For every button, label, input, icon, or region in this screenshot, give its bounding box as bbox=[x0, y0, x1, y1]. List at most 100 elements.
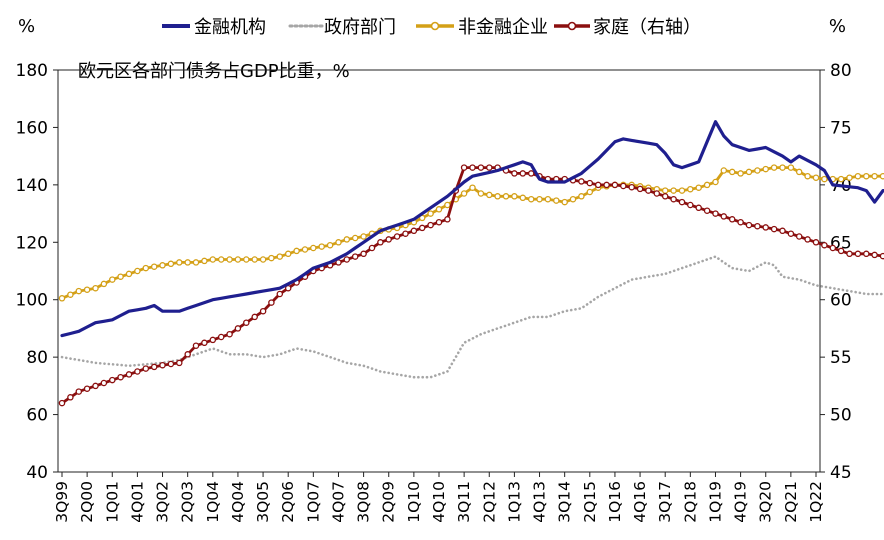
data-point bbox=[486, 191, 493, 199]
data-point bbox=[393, 233, 401, 240]
data-point bbox=[159, 262, 166, 269]
data-point bbox=[770, 164, 778, 171]
data-point bbox=[427, 221, 434, 229]
data-point bbox=[268, 299, 275, 306]
data-point bbox=[745, 168, 753, 176]
data-point bbox=[284, 250, 292, 258]
data-point bbox=[75, 388, 83, 395]
data-point bbox=[100, 379, 108, 387]
data-point bbox=[653, 190, 661, 197]
data-point bbox=[863, 172, 870, 180]
legend-label-financial: 金融机构 bbox=[194, 17, 266, 38]
series-1 bbox=[60, 255, 884, 379]
left-tick-label: 120 bbox=[16, 233, 48, 253]
x-tick-label: 4Q07 bbox=[329, 481, 347, 523]
data-point bbox=[712, 210, 719, 217]
legend-marker-nonfinancial bbox=[430, 21, 440, 31]
data-point bbox=[58, 399, 66, 407]
data-point bbox=[695, 184, 702, 191]
data-point bbox=[854, 250, 862, 258]
data-point bbox=[385, 236, 392, 243]
data-point bbox=[486, 164, 493, 171]
data-point bbox=[184, 259, 191, 266]
data-point bbox=[117, 373, 124, 381]
data-point bbox=[234, 325, 242, 332]
data-point bbox=[661, 187, 669, 194]
data-point bbox=[100, 280, 108, 288]
data-point bbox=[804, 172, 811, 180]
left-axis-unit: % bbox=[18, 16, 35, 37]
data-point bbox=[192, 342, 200, 349]
right-tick-label: 80 bbox=[830, 61, 852, 81]
data-point bbox=[125, 371, 133, 378]
data-point bbox=[176, 259, 183, 266]
data-point bbox=[268, 254, 275, 262]
data-point bbox=[134, 267, 141, 275]
data-point bbox=[176, 359, 183, 367]
data-point bbox=[368, 244, 376, 252]
x-tick-label: 1Q10 bbox=[405, 481, 423, 523]
data-point bbox=[360, 250, 367, 258]
data-point bbox=[150, 263, 158, 270]
data-point bbox=[58, 295, 66, 302]
legend-label-household: 家庭（右轴） bbox=[593, 17, 701, 38]
data-point bbox=[226, 330, 233, 338]
x-tick-label: 1Q19 bbox=[706, 481, 724, 523]
data-point bbox=[293, 247, 300, 255]
series-2 bbox=[58, 164, 884, 302]
x-tick-label: 2Q21 bbox=[782, 481, 800, 523]
data-point bbox=[586, 188, 594, 196]
data-point bbox=[770, 225, 778, 233]
data-point bbox=[435, 206, 443, 213]
data-point bbox=[377, 239, 384, 246]
data-point bbox=[519, 194, 527, 202]
data-point bbox=[201, 257, 208, 265]
data-point bbox=[360, 233, 367, 240]
x-tick-label: 4Q13 bbox=[531, 481, 549, 523]
legend-label-government: 政府部门 bbox=[324, 17, 396, 38]
series-line bbox=[60, 166, 884, 300]
x-tick-label: 4Q04 bbox=[229, 481, 247, 523]
data-point bbox=[544, 195, 552, 203]
x-tick-label: 2Q06 bbox=[279, 481, 297, 523]
data-point bbox=[787, 230, 795, 237]
data-point bbox=[879, 172, 884, 180]
data-point bbox=[720, 213, 728, 220]
data-point bbox=[628, 183, 635, 191]
data-point bbox=[318, 243, 325, 250]
data-point bbox=[343, 256, 351, 263]
plot-area bbox=[57, 69, 821, 473]
data-point bbox=[695, 204, 702, 212]
data-point bbox=[159, 361, 166, 369]
data-point bbox=[469, 164, 476, 171]
data-point bbox=[217, 256, 225, 263]
data-point bbox=[435, 218, 443, 226]
data-point bbox=[117, 273, 124, 280]
data-point bbox=[620, 182, 627, 190]
data-point bbox=[871, 172, 878, 180]
data-point bbox=[276, 290, 284, 298]
data-point bbox=[578, 178, 585, 185]
data-point bbox=[109, 376, 116, 384]
data-point bbox=[444, 216, 451, 223]
data-point bbox=[603, 181, 610, 189]
data-point bbox=[167, 260, 175, 268]
data-point bbox=[821, 241, 828, 249]
x-tick-label: 1Q16 bbox=[606, 481, 624, 523]
legend-item-nonfinancial: 非金融企业 bbox=[416, 17, 548, 38]
data-point bbox=[703, 207, 711, 214]
legend-item-government: 政府部门 bbox=[288, 17, 396, 38]
data-point bbox=[142, 365, 150, 372]
x-tick-label: 2Q15 bbox=[581, 481, 599, 523]
left-tick-label: 80 bbox=[26, 348, 48, 368]
data-point bbox=[561, 198, 568, 206]
data-point bbox=[678, 187, 686, 194]
data-point bbox=[846, 250, 853, 258]
data-point bbox=[418, 224, 426, 232]
data-point bbox=[75, 287, 83, 295]
data-point bbox=[779, 227, 786, 235]
data-point bbox=[594, 181, 602, 189]
data-point bbox=[536, 195, 543, 203]
data-point bbox=[804, 236, 811, 243]
